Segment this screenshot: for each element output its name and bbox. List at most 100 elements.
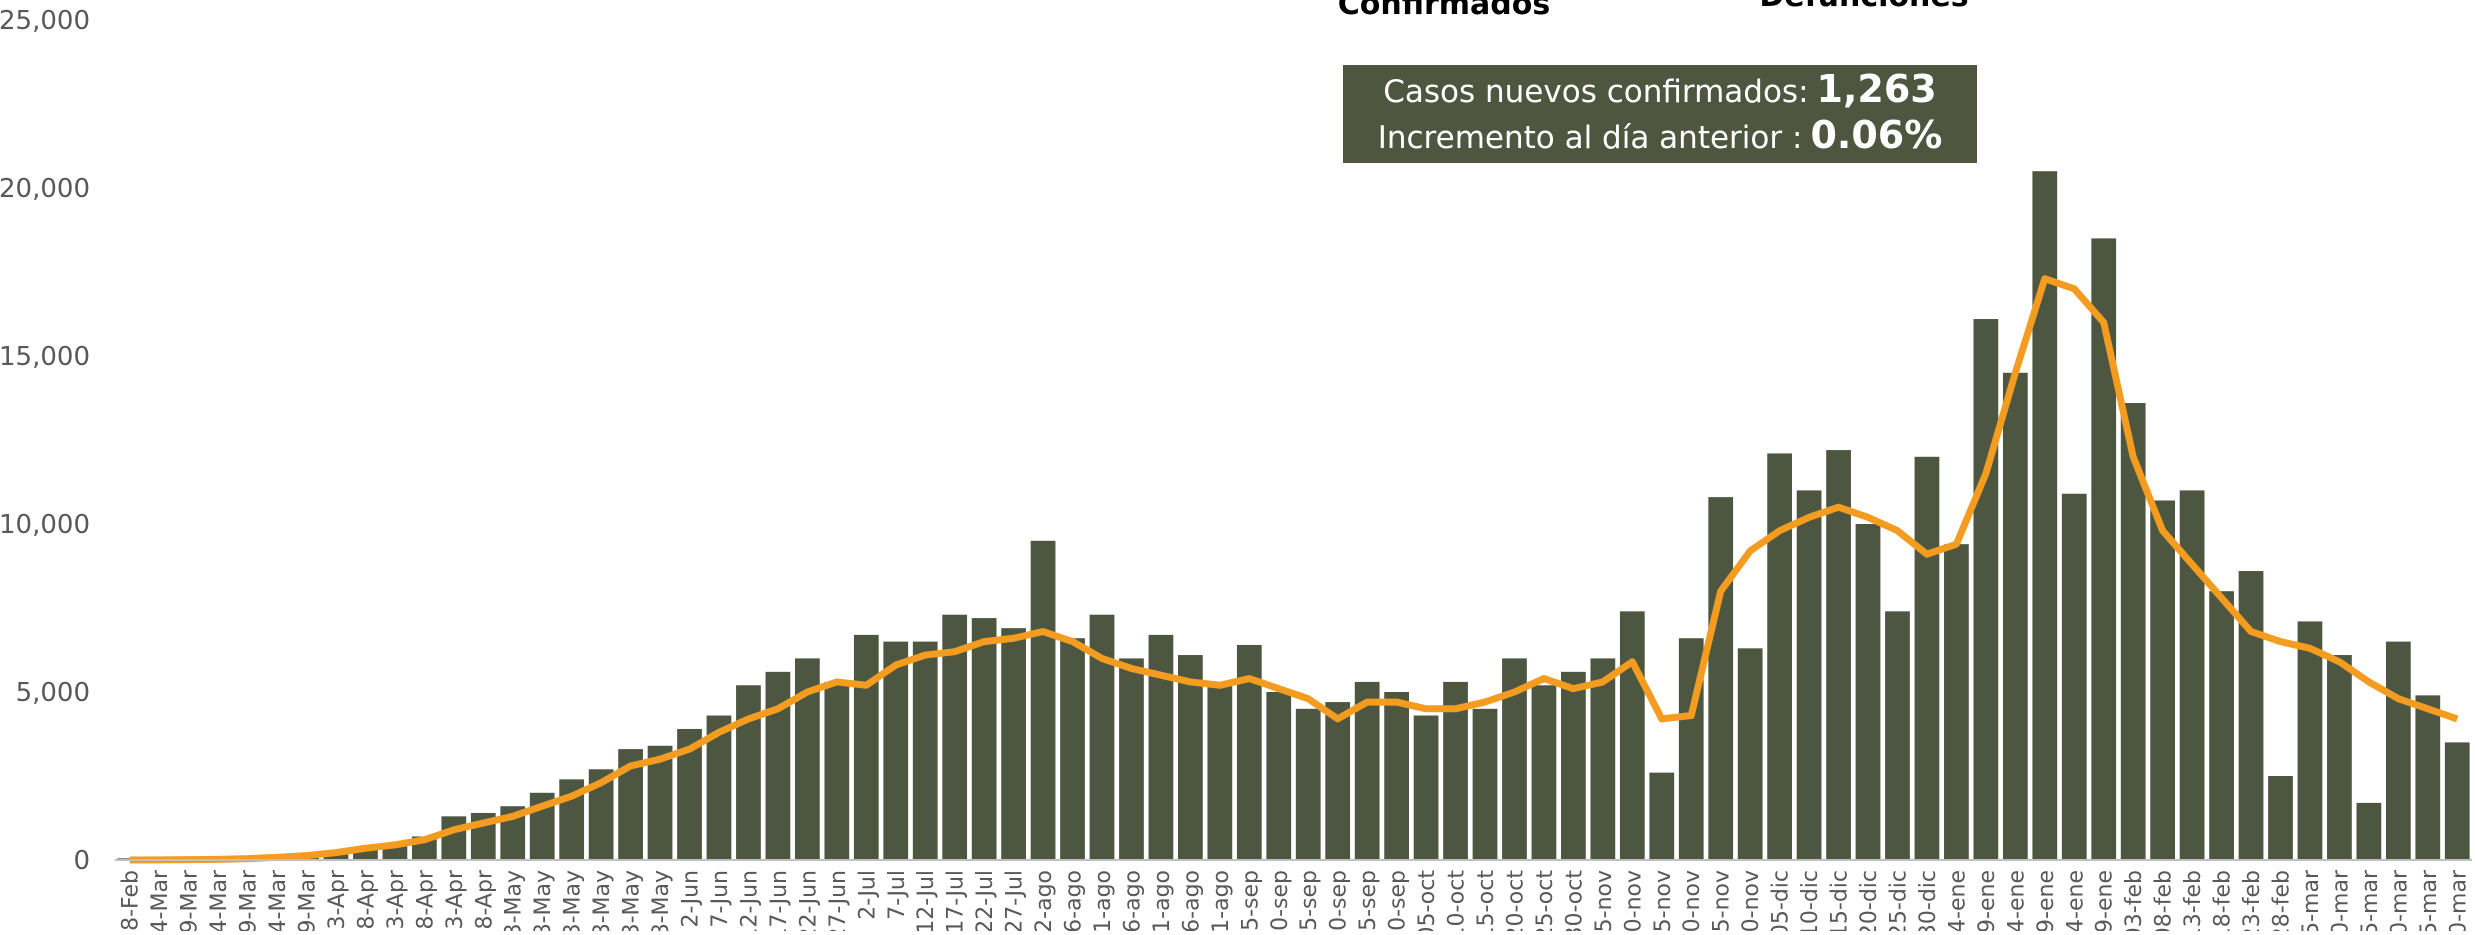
x-tick-label: 17-Jul [944,870,969,931]
x-tick-label: 20-sep [1327,870,1352,931]
bar [1119,658,1144,860]
x-tick-label: 3-May [502,870,527,931]
bar [2445,742,2470,860]
bar [1266,692,1291,860]
x-tick-label: 7-Jun [708,870,733,928]
x-tick-label: 13-May [561,870,586,931]
bar [2386,642,2411,860]
x-tick-label: 8-Apr [354,869,379,929]
x-tick-label: 28-feb [2269,870,2294,931]
bar [2298,621,2323,860]
bar [1649,773,1674,860]
bar [913,642,938,860]
y-tick-label: 0 [73,846,90,876]
x-tick-label: 25-sep [1356,870,1381,931]
y-tick-label: 15,000 [0,342,90,372]
x-tick-label: 16-ago [1120,870,1145,931]
x-tick-label: 27-Jun [826,870,851,931]
x-tick-label: 19-ene [2034,870,2059,931]
x-tick-label: 12-Jul [914,870,939,931]
x-tick-label: 15-sep [1297,870,1322,931]
x-tick-label: 29-ene [2093,870,2118,931]
bar [2415,695,2440,860]
x-tick-label: 29-Mar [296,869,321,931]
x-tick-label: 03-feb [2122,870,2147,931]
bar [854,635,879,860]
y-tick-label: 5,000 [16,678,90,708]
x-tick-label: 24-Mar [266,869,291,931]
header: Defunciones [1759,0,1968,14]
bar [2239,571,2264,860]
bar [2032,171,2057,860]
x-tick-label: 14-ene [2004,870,2029,931]
x-tick-label: 04-ene [1945,870,1970,931]
x-tick-label: 25-oct [1533,870,1558,931]
x-tick-label: 10-oct [1445,870,1470,931]
x-tick-label: 22-Jul [973,870,998,931]
x-tick-label: 20-nov [1680,870,1705,931]
x-tick-label: 20-mar [2387,869,2412,931]
bar [2268,776,2293,860]
bar [1856,524,1881,860]
y-tick-label: 10,000 [0,510,90,540]
x-tick-label: 10-nov [1621,870,1646,931]
bar [736,685,761,860]
bar [2150,500,2175,860]
bar [2180,490,2205,860]
x-tick-label: 05-mar [2299,869,2324,931]
bar [1325,702,1350,860]
x-tick-label: 8-May [531,870,556,931]
annotation: Incremento al día anterior :0.06% [1378,113,1943,157]
x-tick-label: 17-Jun [767,870,792,931]
x-tick-label: 30-nov [1739,870,1764,931]
x-tick-label: 3-Apr [325,869,350,929]
x-tick-label: 09-ene [1975,870,2000,931]
bar [1738,648,1763,860]
bar [1473,709,1498,860]
x-tick-label: 30-mar [2446,869,2471,931]
x-tick-label: 25-dic [1886,870,1911,931]
bar [2003,373,2028,860]
bar [1207,685,1232,860]
bar [1708,497,1733,860]
x-tick-label: 23-May [620,870,645,931]
x-tick-label: 05-dic [1769,870,1794,931]
bar [2062,494,2087,860]
x-tick-label: 14-Mar [207,869,232,931]
x-tick-label: 28-May [649,870,674,931]
annotation-label: Incremento al día anterior : [1378,120,1803,156]
bar [2357,803,2382,860]
bar [1915,457,1940,860]
bar [2209,591,2234,860]
x-tick-label: 28-Feb [119,870,144,931]
bar [1060,638,1085,860]
bar [441,816,466,860]
header: Confirmados [1338,0,1550,22]
x-tick-label: 9-Mar [178,869,203,931]
x-tick-label: 08-feb [2152,870,2177,931]
bar [1414,716,1439,860]
x-tick-label: 13-feb [2181,870,2206,931]
bar [1149,635,1174,860]
x-tick-label: 18-May [590,870,615,931]
y-tick-label: 25,000 [0,6,90,36]
x-tick-label: 02-ago [1032,870,1057,931]
x-tick-label: 31-ago [1209,870,1234,931]
annotation-value: 1,263 [1817,67,1937,111]
x-tick-label: 30-sep [1386,870,1411,931]
annotation-value: 0.06% [1810,113,1942,157]
bar [972,618,997,860]
bar [1561,672,1586,860]
x-tick-label: 12-Jun [737,870,762,931]
bar [1620,611,1645,860]
x-tick-label: 15-dic [1828,870,1853,931]
x-tick-label: 25-nov [1710,870,1735,931]
bar [1296,709,1321,860]
x-tick-label: 2-Jun [679,870,704,928]
bar [1797,490,1822,860]
x-tick-label: 05-oct [1415,870,1440,931]
bar [1944,544,1969,860]
x-tick-label: 18-feb [2211,870,2236,931]
x-tick-label: 23-feb [2240,870,2265,931]
